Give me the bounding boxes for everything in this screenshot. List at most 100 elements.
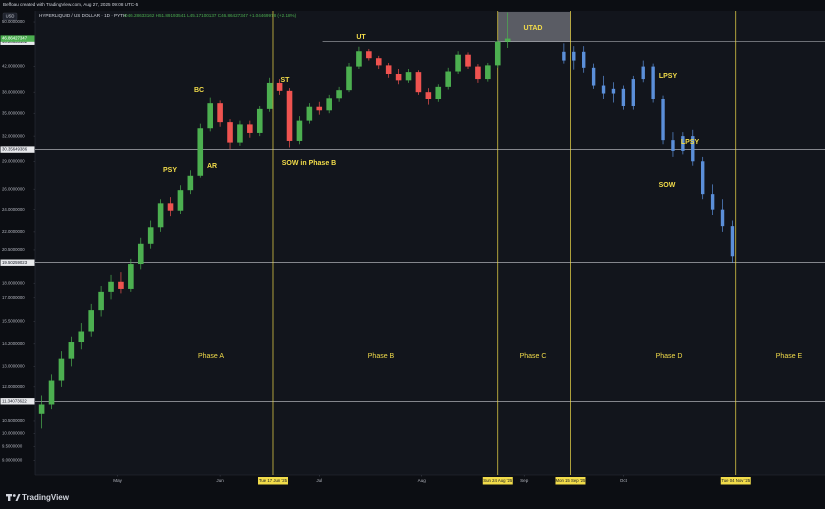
candle-body (710, 194, 715, 210)
y-tick-label: 12.0000000 (2, 384, 25, 389)
y-tick-label: 13.0000000 (2, 364, 25, 369)
annotation: ST (281, 77, 291, 84)
candle-body (455, 54, 461, 72)
candle-body (78, 331, 85, 343)
candle-body (425, 92, 432, 99)
candle-body (197, 128, 204, 176)
candle-body (582, 51, 586, 68)
date-label: Sun 24 Aug '25 (483, 478, 513, 483)
plot-area (35, 11, 825, 475)
candle-body (504, 38, 511, 42)
candle-body (68, 342, 75, 359)
phase-label: Phase C (520, 353, 547, 360)
candle-body (651, 66, 655, 99)
candle-body (465, 54, 471, 67)
y-tick-label: 42.0000000 (2, 64, 25, 69)
annotation: BC (194, 87, 204, 94)
y-tick-label: 9.5000000 (2, 444, 23, 449)
x-tick-label: Jun (216, 478, 224, 483)
y-tick-label: 15.5000000 (2, 319, 25, 324)
candle-body (611, 88, 616, 94)
candle-body (237, 124, 243, 143)
level-label-box (0, 146, 35, 153)
candle-body (720, 209, 725, 227)
candle-body (562, 51, 566, 61)
level-label: 30.35649386 (2, 147, 28, 152)
candle-body (38, 404, 45, 414)
candle-body (336, 90, 342, 99)
candle-body (266, 82, 273, 109)
candle-body (415, 72, 422, 93)
candle-body (700, 161, 705, 195)
candle-body (58, 358, 65, 381)
last-price-box (0, 35, 35, 42)
candle-body (671, 140, 675, 151)
date-label: Tue 04 Nov '25 (721, 478, 750, 483)
annotation: PSY (163, 167, 177, 174)
annotation: LPSY (681, 139, 700, 146)
last-price-label: 46.86427347 (2, 36, 28, 41)
date-label-box (257, 477, 288, 485)
candle-body (276, 82, 283, 91)
candle-body (177, 190, 184, 211)
phase-label: Phase B (368, 353, 395, 360)
candle-body (88, 310, 94, 332)
ohlc-legend: O46.28633162 H51.89193541 L45.17100137 C… (124, 13, 297, 18)
candle-body (316, 106, 323, 111)
candle-body (128, 264, 134, 289)
candle-body (621, 88, 626, 107)
level-label: 19.50259023 (2, 260, 28, 265)
y-tick-label: 14.2000000 (2, 341, 25, 346)
candle-body (217, 103, 223, 123)
date-label-box (720, 477, 751, 485)
x-tick-label: May (113, 478, 122, 483)
candle-body (691, 136, 695, 162)
date-label-box (555, 477, 586, 485)
date-label: Tue 17 Jun '25 (259, 478, 288, 483)
candle-body (346, 66, 352, 91)
candle-body (207, 103, 213, 129)
annotation: AR (207, 163, 217, 170)
phase-label: Phase D (656, 353, 683, 360)
annotation: LPSY (659, 73, 678, 80)
phase-label: Phase A (198, 353, 224, 360)
candle-body (356, 51, 362, 67)
candle-body (118, 281, 124, 289)
candle-body (167, 203, 174, 211)
y-tick-label: 22.0000000 (2, 229, 25, 234)
candle-body (601, 85, 606, 94)
candle-body (137, 243, 144, 265)
candle-body (157, 203, 164, 228)
candle-body (641, 66, 645, 80)
level-label-box (0, 398, 35, 405)
candle-body (395, 74, 402, 81)
x-tick-label: Oct (620, 478, 628, 483)
candle-body (631, 79, 635, 107)
candle-body (681, 136, 685, 151)
candle-body (306, 106, 313, 121)
candle-body (286, 90, 293, 141)
candle-body (435, 86, 442, 99)
candle-body (296, 120, 303, 141)
candle-body (494, 41, 501, 66)
candle-body (730, 226, 735, 257)
annotation: SOW in Phase B (282, 160, 336, 167)
y-tick-label: 38.0000000 (2, 89, 25, 94)
y-tick-label: 9.0000000 (2, 458, 23, 463)
candle-body (375, 58, 382, 66)
candle-body (661, 98, 665, 141)
level-label-box (0, 259, 35, 266)
currency-box (2, 12, 18, 21)
candle-body (405, 72, 412, 81)
annotation: SOW (659, 182, 676, 189)
candle-body (227, 122, 233, 143)
candle-body (485, 65, 491, 80)
x-tick-label: Sep (520, 478, 529, 483)
symbol: HYPERLIQUID / US DOLLAR · 1D · PYTH (39, 13, 126, 18)
candle-body (48, 380, 55, 405)
y-tick-label: 10.5000000 (2, 418, 25, 423)
utad-zone (497, 12, 571, 42)
y-tick-label: 20.5000000 (2, 247, 25, 252)
